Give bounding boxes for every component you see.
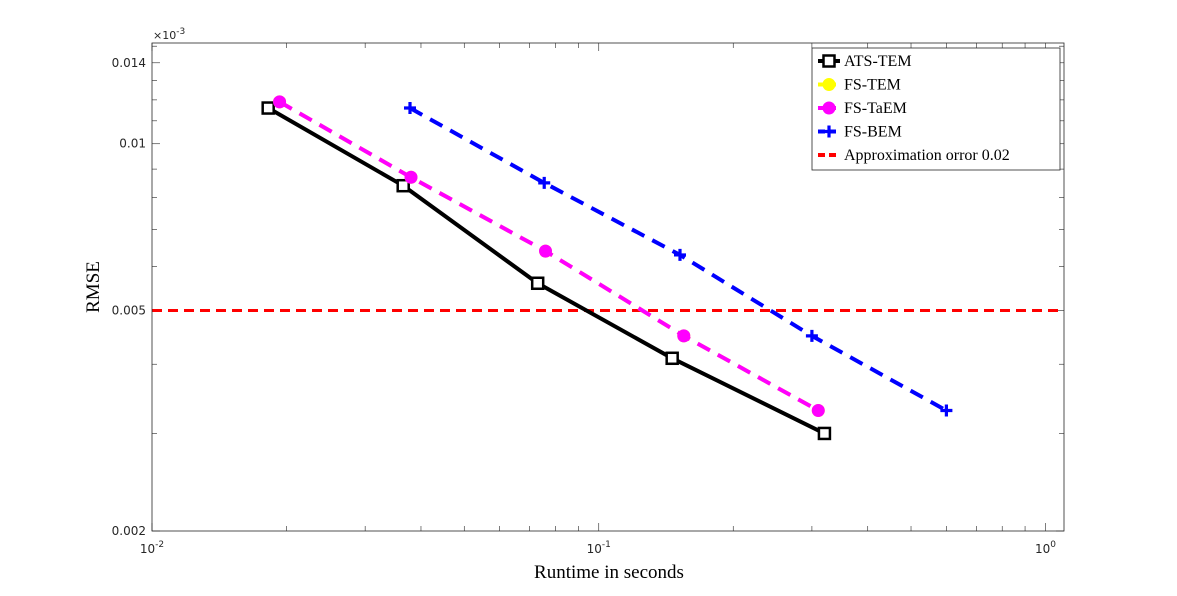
data-point bbox=[822, 101, 836, 115]
legend-label: FS-TEM bbox=[844, 77, 901, 94]
series-fs-bem bbox=[403, 102, 953, 417]
y-axis-label: RMSE bbox=[83, 261, 104, 313]
data-point bbox=[530, 276, 545, 291]
legend-label: FS-BEM bbox=[844, 124, 902, 141]
legend-entry: FS-TaEM bbox=[818, 100, 907, 117]
y-tick-label: 0.01 bbox=[119, 137, 146, 151]
data-point bbox=[261, 101, 275, 115]
legend-entry: Approximation orror 0.02 bbox=[818, 147, 1010, 164]
data-point bbox=[822, 78, 836, 91]
legend-entry: FS-BEM bbox=[818, 124, 902, 141]
legend-label: Approximation orror 0.02 bbox=[844, 147, 1010, 164]
y-tick-label: 0.014 bbox=[112, 56, 146, 70]
data-point bbox=[805, 329, 818, 342]
data-point bbox=[396, 178, 410, 193]
data-point bbox=[673, 248, 686, 261]
data-point bbox=[940, 404, 953, 417]
series-fs-taem bbox=[273, 95, 825, 418]
data-point bbox=[822, 54, 836, 68]
x-tick-label: 100 bbox=[1035, 540, 1056, 556]
x-axis-label: Runtime in seconds bbox=[534, 562, 684, 583]
y-tick-label: 0.005 bbox=[112, 304, 146, 318]
legend-label: FS-TaEM bbox=[844, 100, 907, 117]
data-point bbox=[273, 95, 287, 109]
data-point bbox=[677, 329, 691, 343]
x-tick-label: 10-1 bbox=[587, 540, 611, 556]
y-multiplier: ×10-3 bbox=[153, 27, 185, 42]
legend-box bbox=[811, 47, 1061, 171]
legend: ATS-TEM FS-TEM FS-TaEM FS-BEM Approximation … bbox=[811, 47, 1061, 171]
plot-frame bbox=[151, 42, 1065, 532]
data-point bbox=[823, 125, 835, 138]
series-ats-tem bbox=[261, 101, 832, 441]
data-point bbox=[665, 351, 679, 366]
data-point bbox=[404, 170, 418, 184]
legend-label: ATS-TEM bbox=[844, 53, 912, 70]
data-point bbox=[538, 176, 551, 189]
legend-entry: FS-TEM bbox=[818, 77, 901, 94]
y-tick-label: 0.002 bbox=[112, 524, 146, 538]
x-tick-label: 10-2 bbox=[140, 540, 164, 556]
legend-entry: ATS-TEM bbox=[818, 53, 912, 70]
data-point bbox=[817, 426, 832, 441]
data-point bbox=[811, 404, 825, 418]
data-point bbox=[403, 102, 416, 115]
data-point bbox=[539, 244, 553, 258]
